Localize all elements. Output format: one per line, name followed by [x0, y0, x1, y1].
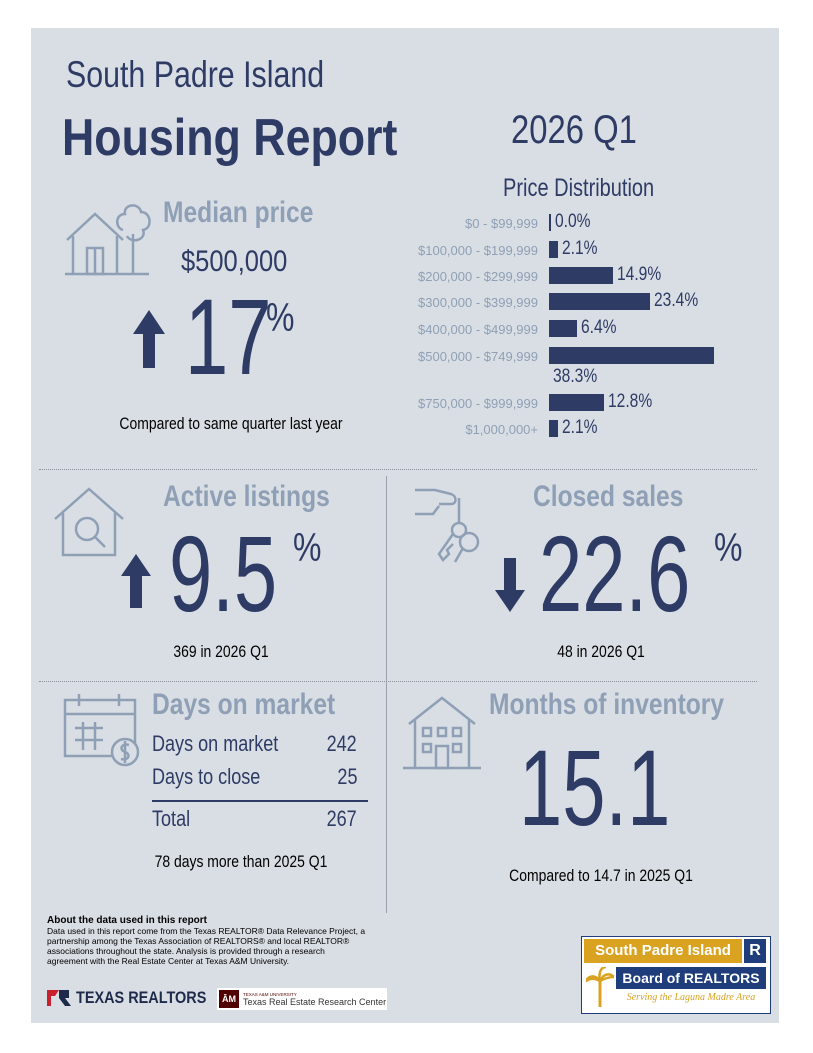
board-line2: Board of REALTORS: [616, 967, 766, 989]
median-change-number: 17: [185, 276, 272, 397]
dist-bar: [549, 214, 551, 231]
arrow-down-icon: [495, 558, 525, 612]
dom-row-label-1: Days on market: [152, 731, 279, 756]
dom-total-rule: [152, 800, 368, 802]
arrow-up-icon: [133, 310, 165, 368]
divider-vertical: [386, 476, 387, 913]
tamu-small-text: TEXAS A&M UNIVERSITY: [243, 991, 297, 997]
dist-value-label: 38.3%: [553, 366, 598, 387]
dist-value-label: 2.1%: [562, 417, 598, 438]
closed-caption: 48 in 2026 Q1: [557, 642, 645, 661]
hand-keys-icon: [415, 488, 480, 563]
dist-range-label: $200,000 - $299,999: [418, 269, 538, 284]
closed-sales-title: Closed sales: [533, 480, 684, 513]
texas-realtors-text: TEXAS REALTORS: [76, 988, 207, 1007]
tamu-center-text: Texas Real Estate Research Center: [243, 996, 387, 1007]
dom-row-value-1: 242: [326, 731, 357, 756]
dom-caption: 78 days more than 2025 Q1: [154, 852, 328, 871]
dist-bar: [549, 320, 577, 337]
median-percent-sign: %: [266, 296, 295, 340]
apartment-building-icon: [403, 696, 481, 770]
texas-realtors-mark-icon: [47, 990, 71, 1006]
divider-middle: [39, 681, 757, 682]
dom-total-label: Total: [152, 806, 191, 831]
median-caption: Compared to same quarter last year: [119, 414, 343, 433]
dist-bar: [549, 267, 614, 284]
active-percent-sign: %: [293, 526, 322, 570]
median-price-title: Median price: [163, 196, 314, 229]
dist-bar: [549, 241, 559, 258]
realtor-r-icon: R: [744, 939, 766, 963]
active-listings-title: Active listings: [163, 480, 330, 513]
dom-row-label-2: Days to close: [152, 764, 261, 789]
house-search-icon: [54, 487, 124, 557]
dist-range-label: $1,000,000+: [465, 422, 538, 437]
dist-bar: [549, 420, 559, 437]
board-line1: South Padre Island: [584, 939, 742, 963]
months-inventory-title: Months of inventory: [489, 688, 725, 721]
calendar-dollar-icon: [63, 694, 140, 767]
dist-value-label: 23.4%: [653, 290, 698, 311]
closed-percent-sign: %: [714, 526, 743, 570]
arrow-up-icon: [121, 554, 151, 608]
spi-board-logo: South Padre Island R Board of REALTORS S…: [581, 936, 771, 1014]
days-on-market-title: Days on market: [152, 688, 336, 721]
dist-value-label: 6.4%: [580, 317, 617, 338]
texas-realtors-logo: TEXAS REALTORS: [47, 988, 229, 1008]
dist-value-label: 14.9%: [617, 264, 662, 285]
dist-value-label: 12.8%: [608, 391, 653, 412]
board-tagline: Serving the Laguna Madre Area: [626, 992, 756, 1003]
report-panel: South Padre Island Housing Report 2026 Q…: [31, 28, 779, 1023]
about-section: About the data used in this report Data …: [47, 915, 367, 966]
dist-range-label: $0 - $99,999: [464, 216, 538, 231]
dist-bar: [549, 347, 714, 364]
median-price-value: $500,000: [181, 245, 288, 278]
dist-value-label: 0.0%: [554, 211, 591, 232]
months-inventory-value: 15.1: [519, 727, 671, 848]
dist-bar: [549, 293, 650, 310]
dist-range-label: $750,000 - $999,999: [418, 396, 538, 411]
dist-range-label: $300,000 - $399,999: [418, 295, 538, 310]
dom-row-value-2: 25: [336, 764, 357, 789]
tamu-mark-icon: ĀM: [219, 990, 239, 1008]
house-tree-icon: [65, 204, 151, 276]
closed-change-number: 22.6: [539, 513, 691, 634]
dist-bar: [549, 394, 605, 411]
dist-range-label: $100,000 - $199,999: [418, 243, 538, 258]
about-text: Data used in this report come from the T…: [47, 926, 366, 966]
months-inventory-caption: Compared to 14.7 in 2025 Q1: [509, 866, 693, 885]
dom-total-value: 267: [326, 806, 357, 831]
report-title: Housing Report: [62, 109, 398, 167]
palm-tree-icon: [586, 967, 614, 1007]
price-distribution-title: Price Distribution: [503, 174, 655, 202]
dist-value-label: 2.1%: [562, 238, 598, 259]
about-title: About the data used in this report: [47, 915, 208, 926]
dist-range-label: $400,000 - $499,999: [418, 322, 538, 337]
active-change-number: 9.5: [169, 513, 278, 634]
location-title: South Padre Island: [66, 54, 325, 95]
tamu-logo: ĀM TEXAS A&M UNIVERSITY Texas Real Estat…: [217, 988, 387, 1010]
active-caption: 369 in 2026 Q1: [173, 642, 269, 661]
divider-top: [39, 469, 757, 470]
quarter-label: 2026 Q1: [511, 108, 637, 152]
dist-range-label: $500,000 - $749,999: [418, 349, 538, 364]
